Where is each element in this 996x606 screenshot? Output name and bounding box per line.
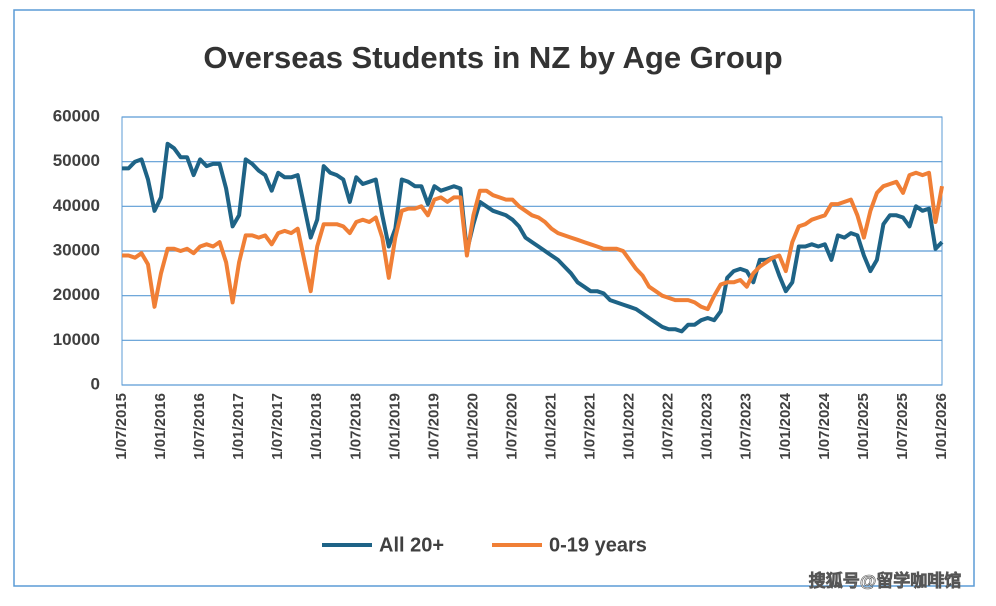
- x-tick-label: 1/01/2016: [152, 393, 169, 460]
- legend-label: All 20+: [379, 534, 444, 556]
- x-tick-label: 1/01/2025: [855, 393, 872, 460]
- x-tick-label: 1/01/2017: [230, 393, 247, 460]
- y-tick-label: 0: [91, 374, 100, 393]
- x-tick-label: 1/07/2018: [347, 393, 364, 460]
- y-tick-label: 30000: [53, 240, 100, 259]
- y-tick-label: 50000: [53, 151, 100, 170]
- x-tick-label: 1/01/2026: [933, 393, 950, 460]
- x-tick-label: 1/07/2015: [113, 393, 130, 460]
- y-tick-label: 60000: [53, 106, 100, 125]
- y-tick-label: 10000: [53, 330, 100, 349]
- x-tick-label: 1/07/2025: [894, 393, 911, 460]
- x-tick-label: 1/07/2016: [191, 393, 208, 460]
- x-tick-label: 1/01/2021: [542, 393, 559, 460]
- x-tick-label: 1/01/2020: [464, 393, 481, 460]
- x-tick-label: 1/01/2019: [386, 393, 403, 460]
- watermark: 搜狐号@留学咖啡馆: [809, 570, 962, 590]
- x-tick-label: 1/01/2022: [621, 393, 638, 460]
- x-tick-label: 1/07/2017: [269, 393, 286, 460]
- x-tick-label: 1/07/2023: [738, 393, 755, 460]
- x-tick-label: 1/07/2021: [582, 393, 599, 460]
- y-tick-label: 20000: [53, 285, 100, 304]
- x-tick-label: 1/07/2024: [816, 392, 833, 459]
- x-tick-label: 1/01/2018: [308, 393, 325, 460]
- chart-border: [13, 9, 975, 587]
- y-tick-label: 40000: [53, 196, 100, 215]
- legend-label: 0-19 years: [549, 534, 647, 556]
- series-line: [122, 170, 944, 312]
- x-tick-label: 1/01/2023: [699, 393, 716, 460]
- x-tick-label: 1/01/2024: [777, 392, 794, 459]
- x-tick-label: 1/07/2020: [503, 393, 520, 460]
- x-tick-label: 1/07/2022: [660, 393, 677, 460]
- x-tick-label: 1/07/2019: [425, 393, 442, 460]
- chart-title: Overseas Students in NZ by Age Group: [203, 40, 782, 75]
- series-line: [122, 141, 944, 334]
